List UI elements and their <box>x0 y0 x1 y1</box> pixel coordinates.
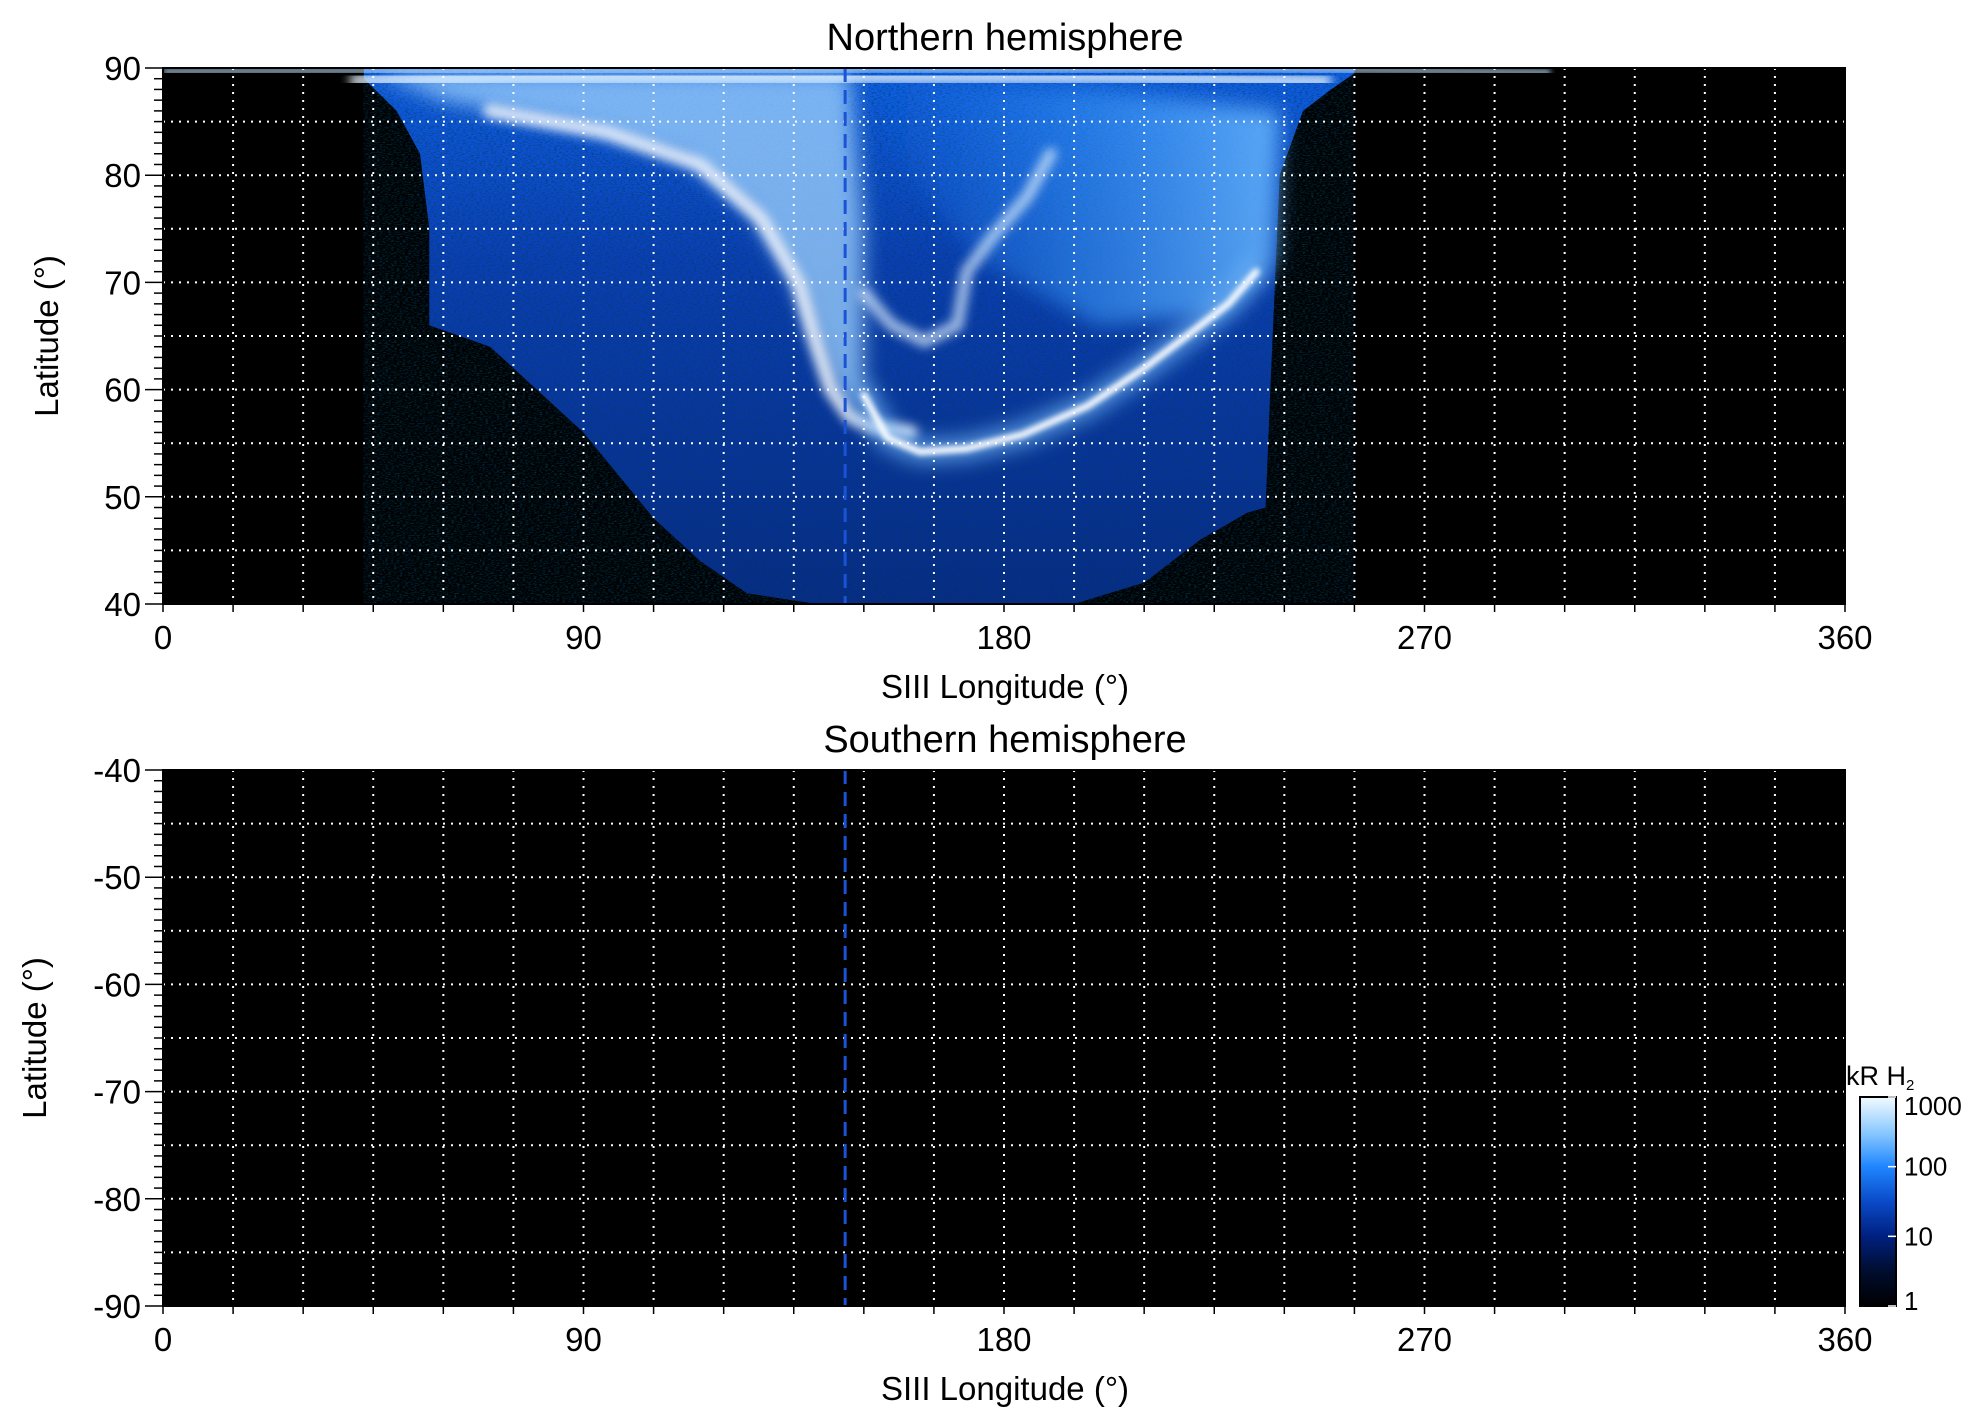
x-tick-label: 360 <box>1817 619 1872 656</box>
x-tick-label: 0 <box>154 1321 172 1358</box>
northern-title: Northern hemisphere <box>827 17 1184 59</box>
main-oval <box>860 268 1260 456</box>
y-tick-label: -60 <box>93 966 141 1003</box>
northern-x-ticks: 0 90 180 270 360 <box>154 619 1873 656</box>
y-tick-label: -80 <box>93 1181 141 1218</box>
y-tick-label: 90 <box>104 50 141 87</box>
northern-grid <box>163 68 1845 604</box>
x-tick-label: 90 <box>565 619 602 656</box>
southern-y-ticks: -40 -50 -60 -70 -80 -90 <box>93 752 141 1325</box>
southern-y-axis-label: Latitude (°) <box>16 957 53 1119</box>
x-tick-label: 270 <box>1397 1321 1452 1358</box>
polar-cap-glow <box>373 72 864 412</box>
colorbar-ticks: 1 10 100 1000 <box>1888 1091 1962 1316</box>
y-tick-label: 50 <box>104 479 141 516</box>
southern-panel: Southern hemisphere 0 90 180 270 360 -40-50-… <box>16 719 1873 1407</box>
x-tick-label: 360 <box>1817 1321 1872 1358</box>
southern-x-ticks: 0 90 180 270 360 <box>154 1321 1873 1358</box>
southern-x-axis-label: SIII Longitude (°) <box>881 1370 1129 1407</box>
northern-y-axis-label: Latitude (°) <box>28 255 65 417</box>
colorbar: kR H2 1 10 100 1000 <box>1846 1061 1962 1316</box>
y-tick-label: -70 <box>93 1074 141 1111</box>
x-tick-label: 270 <box>1397 619 1452 656</box>
polar-emissions <box>857 147 1057 349</box>
colorbar-tick-label: 10 <box>1904 1221 1933 1251</box>
southern-grid <box>163 770 1845 1306</box>
colorbar-tick-label: 1 <box>1904 1286 1918 1316</box>
y-tick-label: -90 <box>93 1288 141 1325</box>
x-tick-label: 180 <box>976 619 1031 656</box>
y-tick-label: 70 <box>104 264 141 301</box>
x-tick-label: 90 <box>565 1321 602 1358</box>
colorbar-gradient <box>1859 1096 1897 1307</box>
southern-title: Southern hemisphere <box>823 719 1186 761</box>
southern-axes <box>145 769 1846 1314</box>
y-tick-label: 80 <box>104 157 141 194</box>
northern-axes <box>145 67 1846 612</box>
y-tick-label: 40 <box>104 586 141 623</box>
northern-y-ticks: 90 80 70 60 50 40 <box>104 50 141 623</box>
dayside-glow <box>863 78 1280 326</box>
colorbar-tick-label: 1000 <box>1904 1091 1962 1121</box>
colorbar-tick-label: 100 <box>1904 1152 1947 1182</box>
northern-x-axis-label: SIII Longitude (°) <box>881 668 1129 705</box>
x-tick-label: 180 <box>976 1321 1031 1358</box>
x-tick-label: 0 <box>154 619 172 656</box>
colorbar-title: kR H2 <box>1846 1061 1914 1094</box>
colorbar-title-subscript: 2 <box>1906 1077 1914 1094</box>
top-band <box>349 68 1332 90</box>
y-tick-label: -40 <box>93 752 141 789</box>
y-tick-label: -50 <box>93 859 141 896</box>
northern-panel: Northern hemisphere 0 90 180 270 360 90 80 70 6… <box>28 17 1873 705</box>
y-tick-label: 60 <box>104 372 141 409</box>
